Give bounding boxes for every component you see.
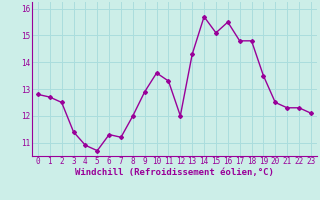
X-axis label: Windchill (Refroidissement éolien,°C): Windchill (Refroidissement éolien,°C) — [75, 168, 274, 177]
